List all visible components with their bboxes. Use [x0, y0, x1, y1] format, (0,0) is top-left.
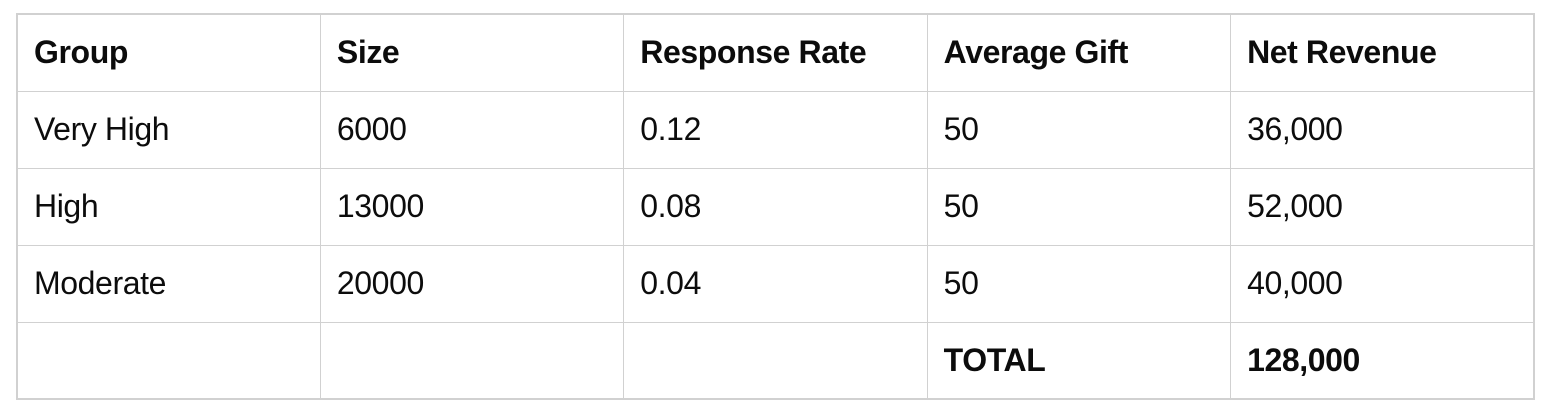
cell-group[interactable]: High: [16, 167, 321, 246]
cell-size[interactable]: 20000: [319, 244, 625, 323]
cell-empty[interactable]: [16, 321, 321, 400]
cell-empty[interactable]: [319, 321, 625, 400]
cell-response-rate[interactable]: 0.08: [623, 167, 928, 246]
cell-average-gift[interactable]: 50: [926, 167, 1232, 246]
column-header-group[interactable]: Group: [16, 13, 321, 92]
table-row-moderate: Moderate 20000 0.04 50 40,000: [16, 244, 1535, 323]
table-container: Group Size Response Rate Average Gift Ne…: [16, 13, 1535, 400]
column-header-size[interactable]: Size: [319, 13, 625, 92]
table-body: Very High 6000 0.12 50 36,000 High 13000…: [16, 90, 1535, 400]
table-header: Group Size Response Rate Average Gift Ne…: [16, 13, 1535, 92]
cell-net-revenue[interactable]: 52,000: [1230, 167, 1535, 246]
table-row-very-high: Very High 6000 0.12 50 36,000: [16, 90, 1535, 169]
column-header-net-revenue[interactable]: Net Revenue: [1230, 13, 1535, 92]
cell-group[interactable]: Very High: [16, 90, 321, 169]
cell-net-revenue[interactable]: 36,000: [1230, 90, 1535, 169]
header-row: Group Size Response Rate Average Gift Ne…: [16, 13, 1535, 92]
total-row: TOTAL 128,000: [16, 321, 1535, 400]
column-header-response-rate[interactable]: Response Rate: [623, 13, 928, 92]
donor-segments-table: Group Size Response Rate Average Gift Ne…: [16, 13, 1535, 400]
cell-response-rate[interactable]: 0.04: [623, 244, 928, 323]
cell-size[interactable]: 13000: [319, 167, 625, 246]
table-row-high: High 13000 0.08 50 52,000: [16, 167, 1535, 246]
cell-net-revenue[interactable]: 40,000: [1230, 244, 1535, 323]
column-header-average-gift[interactable]: Average Gift: [926, 13, 1232, 92]
cell-average-gift[interactable]: 50: [926, 90, 1232, 169]
cell-response-rate[interactable]: 0.12: [623, 90, 928, 169]
cell-group[interactable]: Moderate: [16, 244, 321, 323]
cell-average-gift[interactable]: 50: [926, 244, 1232, 323]
cell-total-value[interactable]: 128,000: [1230, 321, 1535, 400]
cell-total-label[interactable]: TOTAL: [926, 321, 1232, 400]
cell-size[interactable]: 6000: [319, 90, 625, 169]
cell-empty[interactable]: [623, 321, 928, 400]
